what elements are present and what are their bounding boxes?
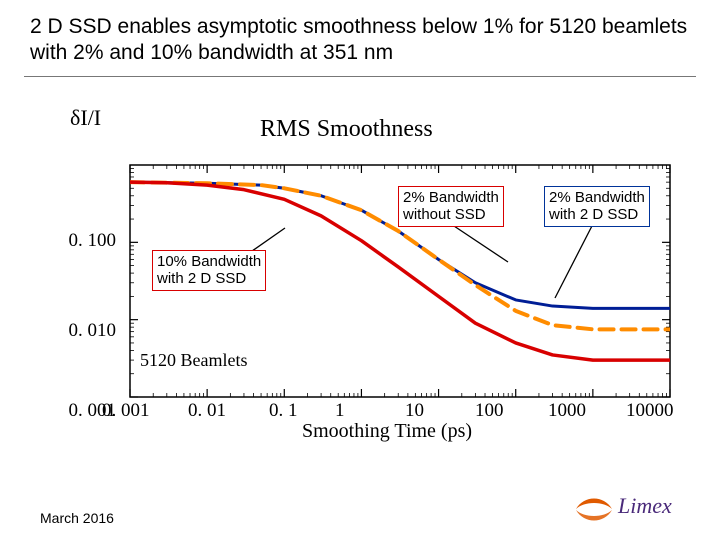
- chart-plot-area: [0, 0, 720, 540]
- logo-swirl-icon: [576, 499, 612, 510]
- y-tick-0.010: 0. 010: [56, 320, 116, 342]
- x-tick-1000: 1000: [548, 400, 586, 422]
- logo-text: Limex: [617, 493, 672, 518]
- x-tick-0.001: 0. 001: [102, 400, 150, 422]
- beamlets-annotation: 5120 Beamlets: [140, 350, 247, 371]
- footer-date: March 2016: [40, 510, 114, 526]
- x-tick-100: 100: [475, 400, 504, 422]
- slide: 2 D SSD enables asymptotic smoothness be…: [0, 0, 720, 540]
- x-tick-10: 10: [405, 400, 424, 422]
- logo-icon: Limex: [570, 489, 680, 523]
- x-tick-0.1: 0. 1: [269, 400, 298, 422]
- x-tick-1: 1: [335, 400, 345, 422]
- callout-2pct-no-ssd: 2% Bandwidthwithout SSD: [398, 186, 504, 227]
- logo-swirl-icon: [576, 510, 612, 521]
- callout-2pct-2d-ssd: 2% Bandwidthwith 2 D SSD: [544, 186, 650, 227]
- logo: Limex: [570, 489, 680, 528]
- x-tick-0.01: 0. 01: [188, 400, 226, 422]
- x-axis-label: Smoothing Time (ps): [302, 420, 472, 443]
- y-tick-0.100: 0. 100: [56, 230, 116, 252]
- x-tick-10000: 10000: [626, 400, 674, 422]
- callout-10pct-2d-ssd: 10% Bandwidthwith 2 D SSD: [152, 250, 266, 291]
